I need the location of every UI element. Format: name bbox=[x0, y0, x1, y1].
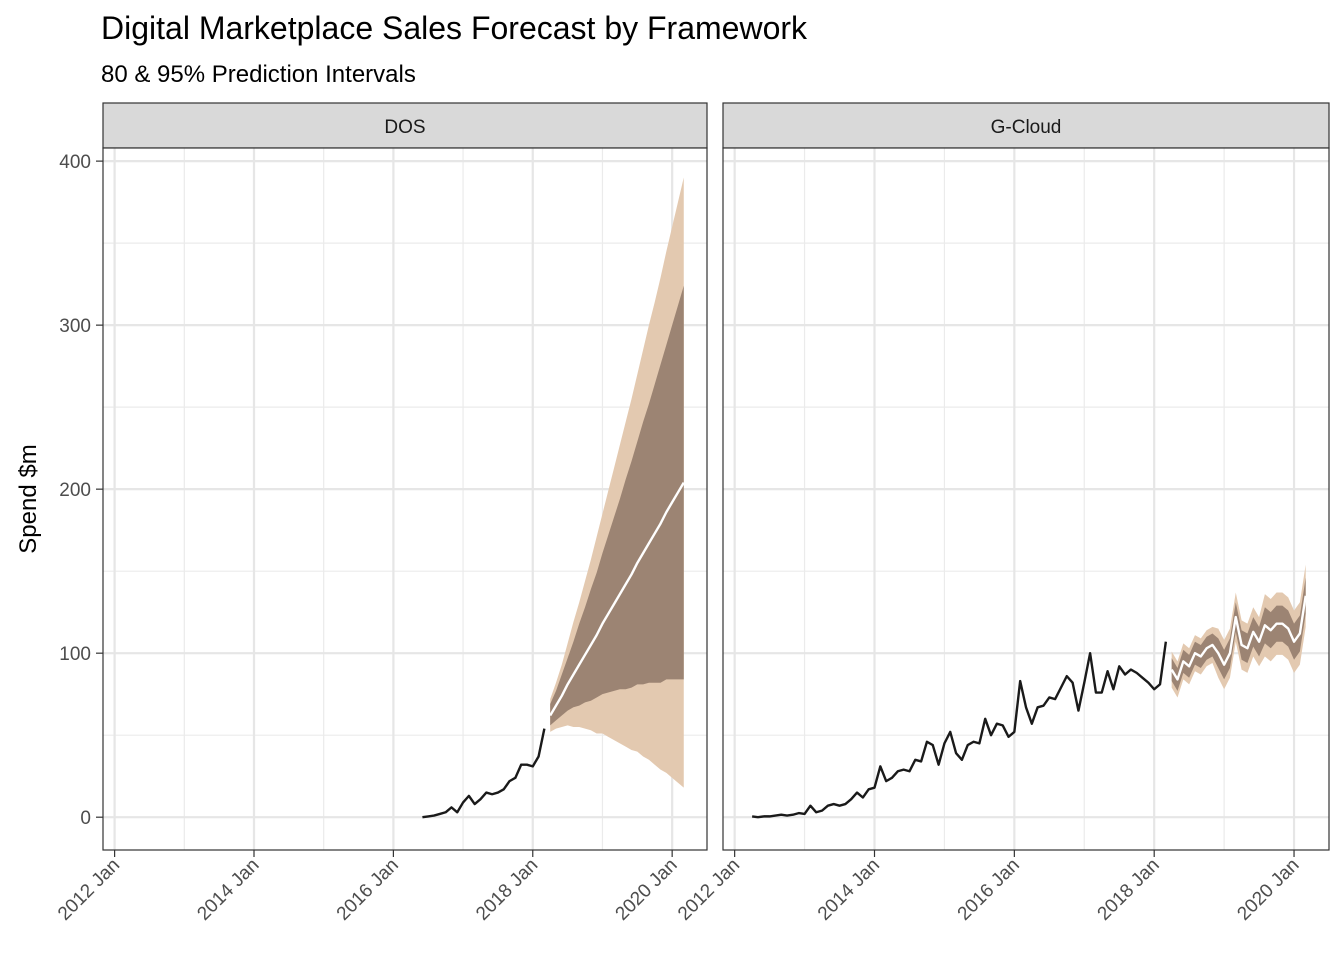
facet-label: DOS bbox=[384, 117, 425, 138]
y-tick-label: 100 bbox=[59, 644, 91, 665]
chart-title: Digital Marketplace Sales Forecast by Fr… bbox=[101, 10, 808, 46]
forecast-line bbox=[549, 481, 685, 717]
y-axis-title: Spend $m bbox=[15, 444, 42, 553]
chart-subtitle: 80 & 95% Prediction Intervals bbox=[101, 61, 416, 88]
panel-border bbox=[102, 147, 708, 851]
y-tick-label: 200 bbox=[59, 480, 91, 501]
y-tick-label: 0 bbox=[80, 808, 91, 829]
facet-label: G-Cloud bbox=[991, 117, 1062, 138]
panel-background bbox=[723, 148, 1329, 850]
band-80 bbox=[550, 285, 684, 726]
panel-border bbox=[722, 147, 1330, 851]
facet-strip bbox=[722, 102, 1330, 149]
facet-strip bbox=[102, 102, 708, 149]
forecast-line bbox=[1170, 595, 1307, 681]
y-tick-label: 400 bbox=[59, 152, 91, 173]
actual-line bbox=[751, 641, 1168, 819]
y-tick-label: 300 bbox=[59, 316, 91, 337]
actual-line bbox=[422, 728, 546, 819]
